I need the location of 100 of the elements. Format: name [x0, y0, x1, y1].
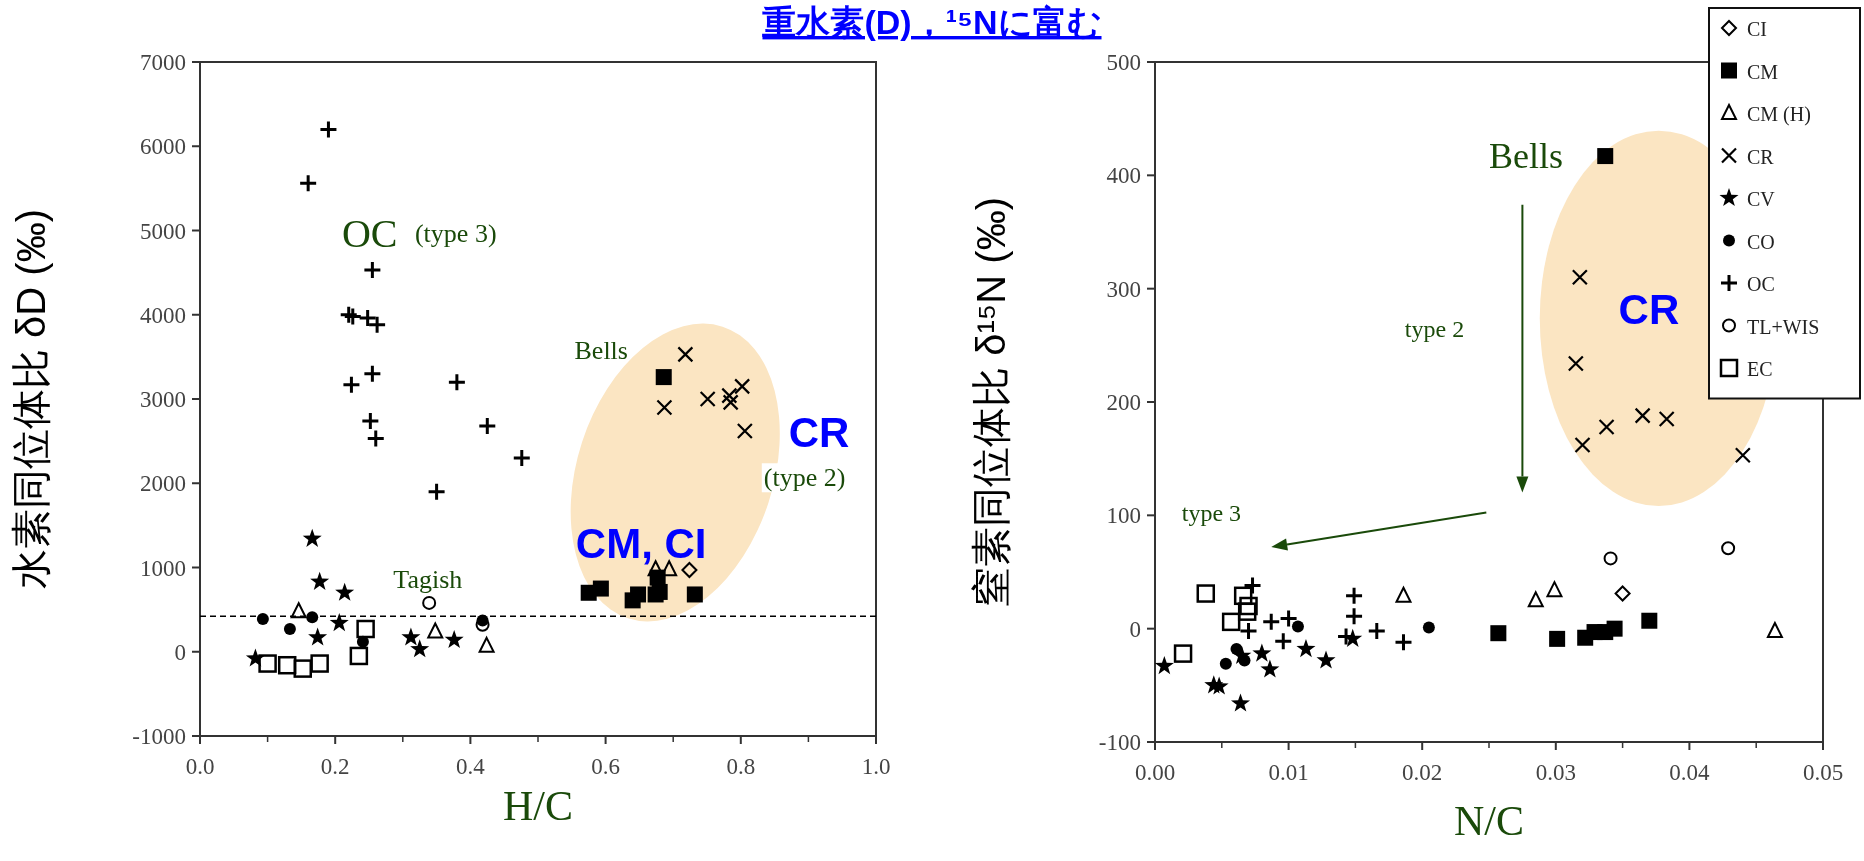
point	[349, 646, 369, 666]
point	[1490, 625, 1507, 642]
x-axis-title: N/C	[1453, 798, 1525, 844]
x-tick-label: 0.01	[1268, 760, 1309, 785]
point	[1237, 602, 1257, 621]
point	[256, 612, 269, 625]
point	[1598, 418, 1615, 436]
y-tick-label: 0	[1129, 616, 1141, 642]
point	[410, 639, 430, 658]
legend-label: CM	[1747, 60, 1779, 83]
point	[655, 369, 672, 386]
y-tick-label: 6000	[140, 134, 186, 160]
point	[277, 655, 297, 675]
x-tick-label: 0.4	[456, 754, 486, 779]
point	[1219, 657, 1232, 670]
y-tick-label: 5000	[140, 218, 186, 244]
y-tick-label: 7000	[140, 50, 186, 75]
point	[1239, 596, 1258, 616]
point	[1549, 630, 1566, 647]
annotation: OC	[341, 211, 398, 257]
point	[686, 586, 703, 603]
point	[1316, 650, 1336, 669]
y-tick-label: 2000	[140, 471, 186, 497]
annotation: Bells	[574, 336, 628, 366]
annotation: (type 2)	[763, 463, 846, 493]
y-tick-label: 100	[1106, 503, 1141, 529]
point	[401, 627, 421, 646]
point	[310, 654, 329, 673]
point	[722, 394, 739, 411]
x-tick-label: 0.04	[1669, 760, 1711, 785]
x-tick-label: 0.05	[1802, 760, 1844, 785]
x-tick-label: 0.2	[320, 754, 350, 779]
x-axis-title: H/C	[502, 783, 574, 829]
legend-label: CO	[1747, 230, 1775, 253]
point	[699, 390, 716, 408]
y-tick-label: 1000	[140, 555, 186, 581]
point	[1766, 621, 1783, 638]
point	[1546, 581, 1563, 598]
legend-label: CM (H)	[1747, 103, 1811, 126]
x-tick-label: 0.8	[726, 754, 756, 779]
annotation: Tagish	[393, 565, 463, 595]
y-tick-label: -1000	[132, 724, 186, 749]
point	[661, 560, 678, 577]
point	[1196, 584, 1216, 603]
point	[1597, 148, 1614, 165]
point	[1658, 410, 1675, 428]
point	[302, 528, 322, 547]
point	[1721, 541, 1736, 556]
point	[1574, 436, 1591, 454]
y-tick-label: 3000	[140, 387, 186, 412]
legend-label: CR	[1747, 145, 1775, 168]
point	[306, 611, 319, 624]
point	[1571, 269, 1588, 286]
point	[1291, 620, 1304, 633]
point	[736, 422, 753, 440]
legend-label: CV	[1747, 188, 1776, 210]
point	[1260, 659, 1280, 678]
point	[1230, 693, 1251, 712]
point	[1173, 644, 1193, 663]
annotation: CR	[788, 408, 850, 456]
point	[677, 346, 694, 363]
x-tick-label: 0.03	[1535, 760, 1576, 785]
y-tick-label: 4000	[140, 302, 186, 328]
point	[1296, 639, 1316, 658]
x-tick-label: 0.00	[1134, 760, 1176, 785]
point	[356, 619, 375, 639]
y-tick-label: 400	[1106, 163, 1141, 189]
point	[1154, 656, 1174, 675]
point	[422, 595, 437, 610]
point	[681, 562, 698, 579]
point	[1422, 621, 1435, 634]
x-tick-label: 1.0	[861, 754, 891, 779]
point	[1221, 612, 1241, 632]
annotation: CM, CI	[575, 519, 707, 567]
point	[258, 654, 277, 673]
point	[1634, 407, 1651, 424]
point	[1567, 355, 1584, 372]
point	[310, 571, 330, 590]
y-axis-title: 窒素同位体比 δ¹⁵N (‰)	[969, 197, 1013, 607]
x-tick-label: 0.02	[1402, 760, 1443, 785]
point	[1233, 586, 1253, 606]
point	[1395, 586, 1412, 603]
y-tick-label: 0	[174, 639, 186, 665]
point	[283, 623, 296, 635]
annotation: (type 3)	[414, 219, 497, 249]
y-axis-title: 水素同位体比 δD (‰)	[9, 208, 53, 590]
x-tick-label: 0.6	[591, 754, 620, 779]
point	[290, 602, 307, 619]
y-tick-label: 500	[1106, 50, 1141, 75]
point	[721, 387, 738, 404]
point	[427, 622, 444, 639]
annotation: Bells	[1489, 136, 1564, 177]
point	[478, 636, 495, 653]
point	[444, 629, 464, 649]
point	[335, 582, 355, 601]
annotation: type 3	[1181, 500, 1242, 527]
annotation: type 2	[1404, 315, 1465, 342]
y-tick-label: 300	[1106, 276, 1141, 302]
y-tick-label: 200	[1106, 390, 1141, 415]
point	[1606, 620, 1623, 637]
